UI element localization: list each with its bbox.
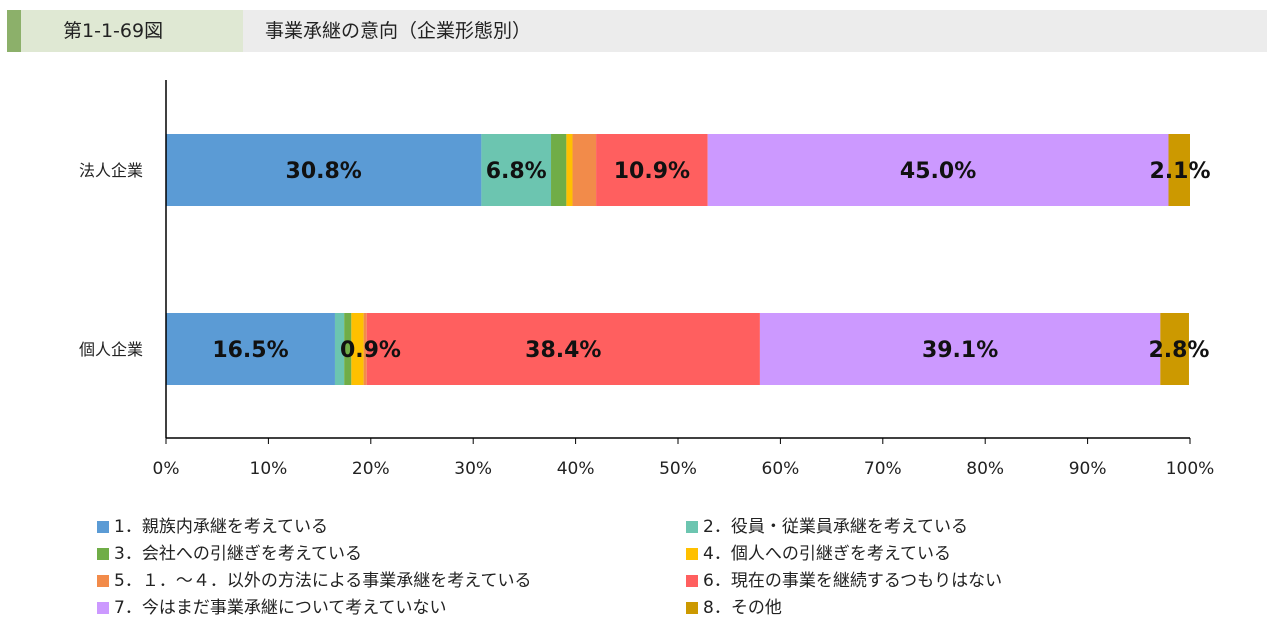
figure-number: 第1-1-69図 bbox=[21, 10, 243, 52]
legend-item: 7．今はまだ事業承継について考えていない bbox=[97, 593, 446, 618]
x-tick-label: 10% bbox=[250, 459, 288, 479]
x-tick-label: 100% bbox=[1166, 459, 1215, 479]
legend-swatch bbox=[97, 602, 109, 614]
legend-item: 6．現在の事業を継続するつもりはない bbox=[686, 566, 1002, 591]
legend-swatch bbox=[686, 521, 698, 533]
bar-segment bbox=[166, 313, 335, 385]
bar-segment bbox=[344, 313, 352, 385]
data-label: 10.9% bbox=[614, 159, 690, 184]
data-label: 2.1% bbox=[1149, 159, 1210, 184]
legend-label: 2．役員・従業員承継を考えている bbox=[703, 517, 968, 537]
bar-segment bbox=[351, 313, 364, 385]
header-accent bbox=[7, 10, 21, 52]
legend-label: 5．１．～４．以外の方法による事業承継を考えている bbox=[114, 571, 532, 591]
legend-item: 4．個人への引継ぎを考えている bbox=[686, 539, 951, 564]
x-tick-label: 0% bbox=[153, 459, 180, 479]
legend-label: 3．会社への引継ぎを考えている bbox=[114, 544, 362, 564]
legend-label: 1．親族内承継を考えている bbox=[114, 517, 328, 537]
figure-header: 第1-1-69図 事業承継の意向（企業形態別） bbox=[7, 10, 1267, 52]
x-tick-label: 40% bbox=[557, 459, 595, 479]
bar-segment bbox=[1160, 313, 1189, 385]
x-tick-label: 90% bbox=[1069, 459, 1107, 479]
legend-swatch bbox=[97, 548, 109, 560]
data-label: 39.1% bbox=[922, 338, 998, 363]
bar-segment bbox=[551, 134, 567, 206]
figure-title: 事業承継の意向（企業形態別） bbox=[265, 20, 532, 42]
category-label: 法人企業 bbox=[79, 161, 143, 180]
x-tick-label: 20% bbox=[352, 459, 390, 479]
bar-segment bbox=[166, 134, 482, 206]
bar-segment bbox=[366, 313, 760, 385]
bar-segment bbox=[759, 313, 1161, 385]
legend-item: 1．親族内承継を考えている bbox=[97, 512, 328, 537]
bar-segment bbox=[572, 134, 597, 206]
bar-segment bbox=[481, 134, 552, 206]
data-label: 30.8% bbox=[286, 159, 362, 184]
legend-item: 2．役員・従業員承継を考えている bbox=[686, 512, 968, 537]
x-tick-label: 60% bbox=[762, 459, 800, 479]
legend-item: 8．その他 bbox=[686, 593, 782, 618]
x-tick-label: 50% bbox=[659, 459, 697, 479]
bar-segment bbox=[334, 313, 345, 385]
x-tick-label: 70% bbox=[864, 459, 902, 479]
legend-label: 6．現在の事業を継続するつもりはない bbox=[703, 571, 1003, 591]
legend-swatch bbox=[97, 575, 109, 587]
data-label: 0.9% bbox=[340, 338, 401, 363]
legend-swatch bbox=[97, 521, 109, 533]
legend-item: 3．会社への引継ぎを考えている bbox=[97, 539, 362, 564]
category-label: 個人企業 bbox=[79, 340, 143, 359]
data-label: 6.8% bbox=[486, 159, 547, 184]
bar-segment bbox=[566, 134, 573, 206]
bar-segment bbox=[363, 313, 367, 385]
legend-label: 8．その他 bbox=[703, 598, 782, 618]
data-label: 45.0% bbox=[900, 159, 976, 184]
legend-label: 7．今はまだ事業承継について考えていない bbox=[114, 598, 447, 618]
bar-segment bbox=[1168, 134, 1190, 206]
legend-item: 5．１．～４．以外の方法による事業承継を考えている bbox=[97, 566, 531, 591]
bar-segment bbox=[596, 134, 708, 206]
legend-swatch bbox=[686, 548, 698, 560]
data-label: 16.5% bbox=[212, 338, 288, 363]
bar-segment bbox=[707, 134, 1169, 206]
data-label: 2.8% bbox=[1148, 338, 1209, 363]
x-tick-label: 80% bbox=[966, 459, 1004, 479]
legend-swatch bbox=[686, 602, 698, 614]
legend-label: 4．個人への引継ぎを考えている bbox=[703, 544, 951, 564]
x-tick-label: 30% bbox=[454, 459, 492, 479]
data-label: 38.4% bbox=[525, 338, 601, 363]
legend-swatch bbox=[686, 575, 698, 587]
